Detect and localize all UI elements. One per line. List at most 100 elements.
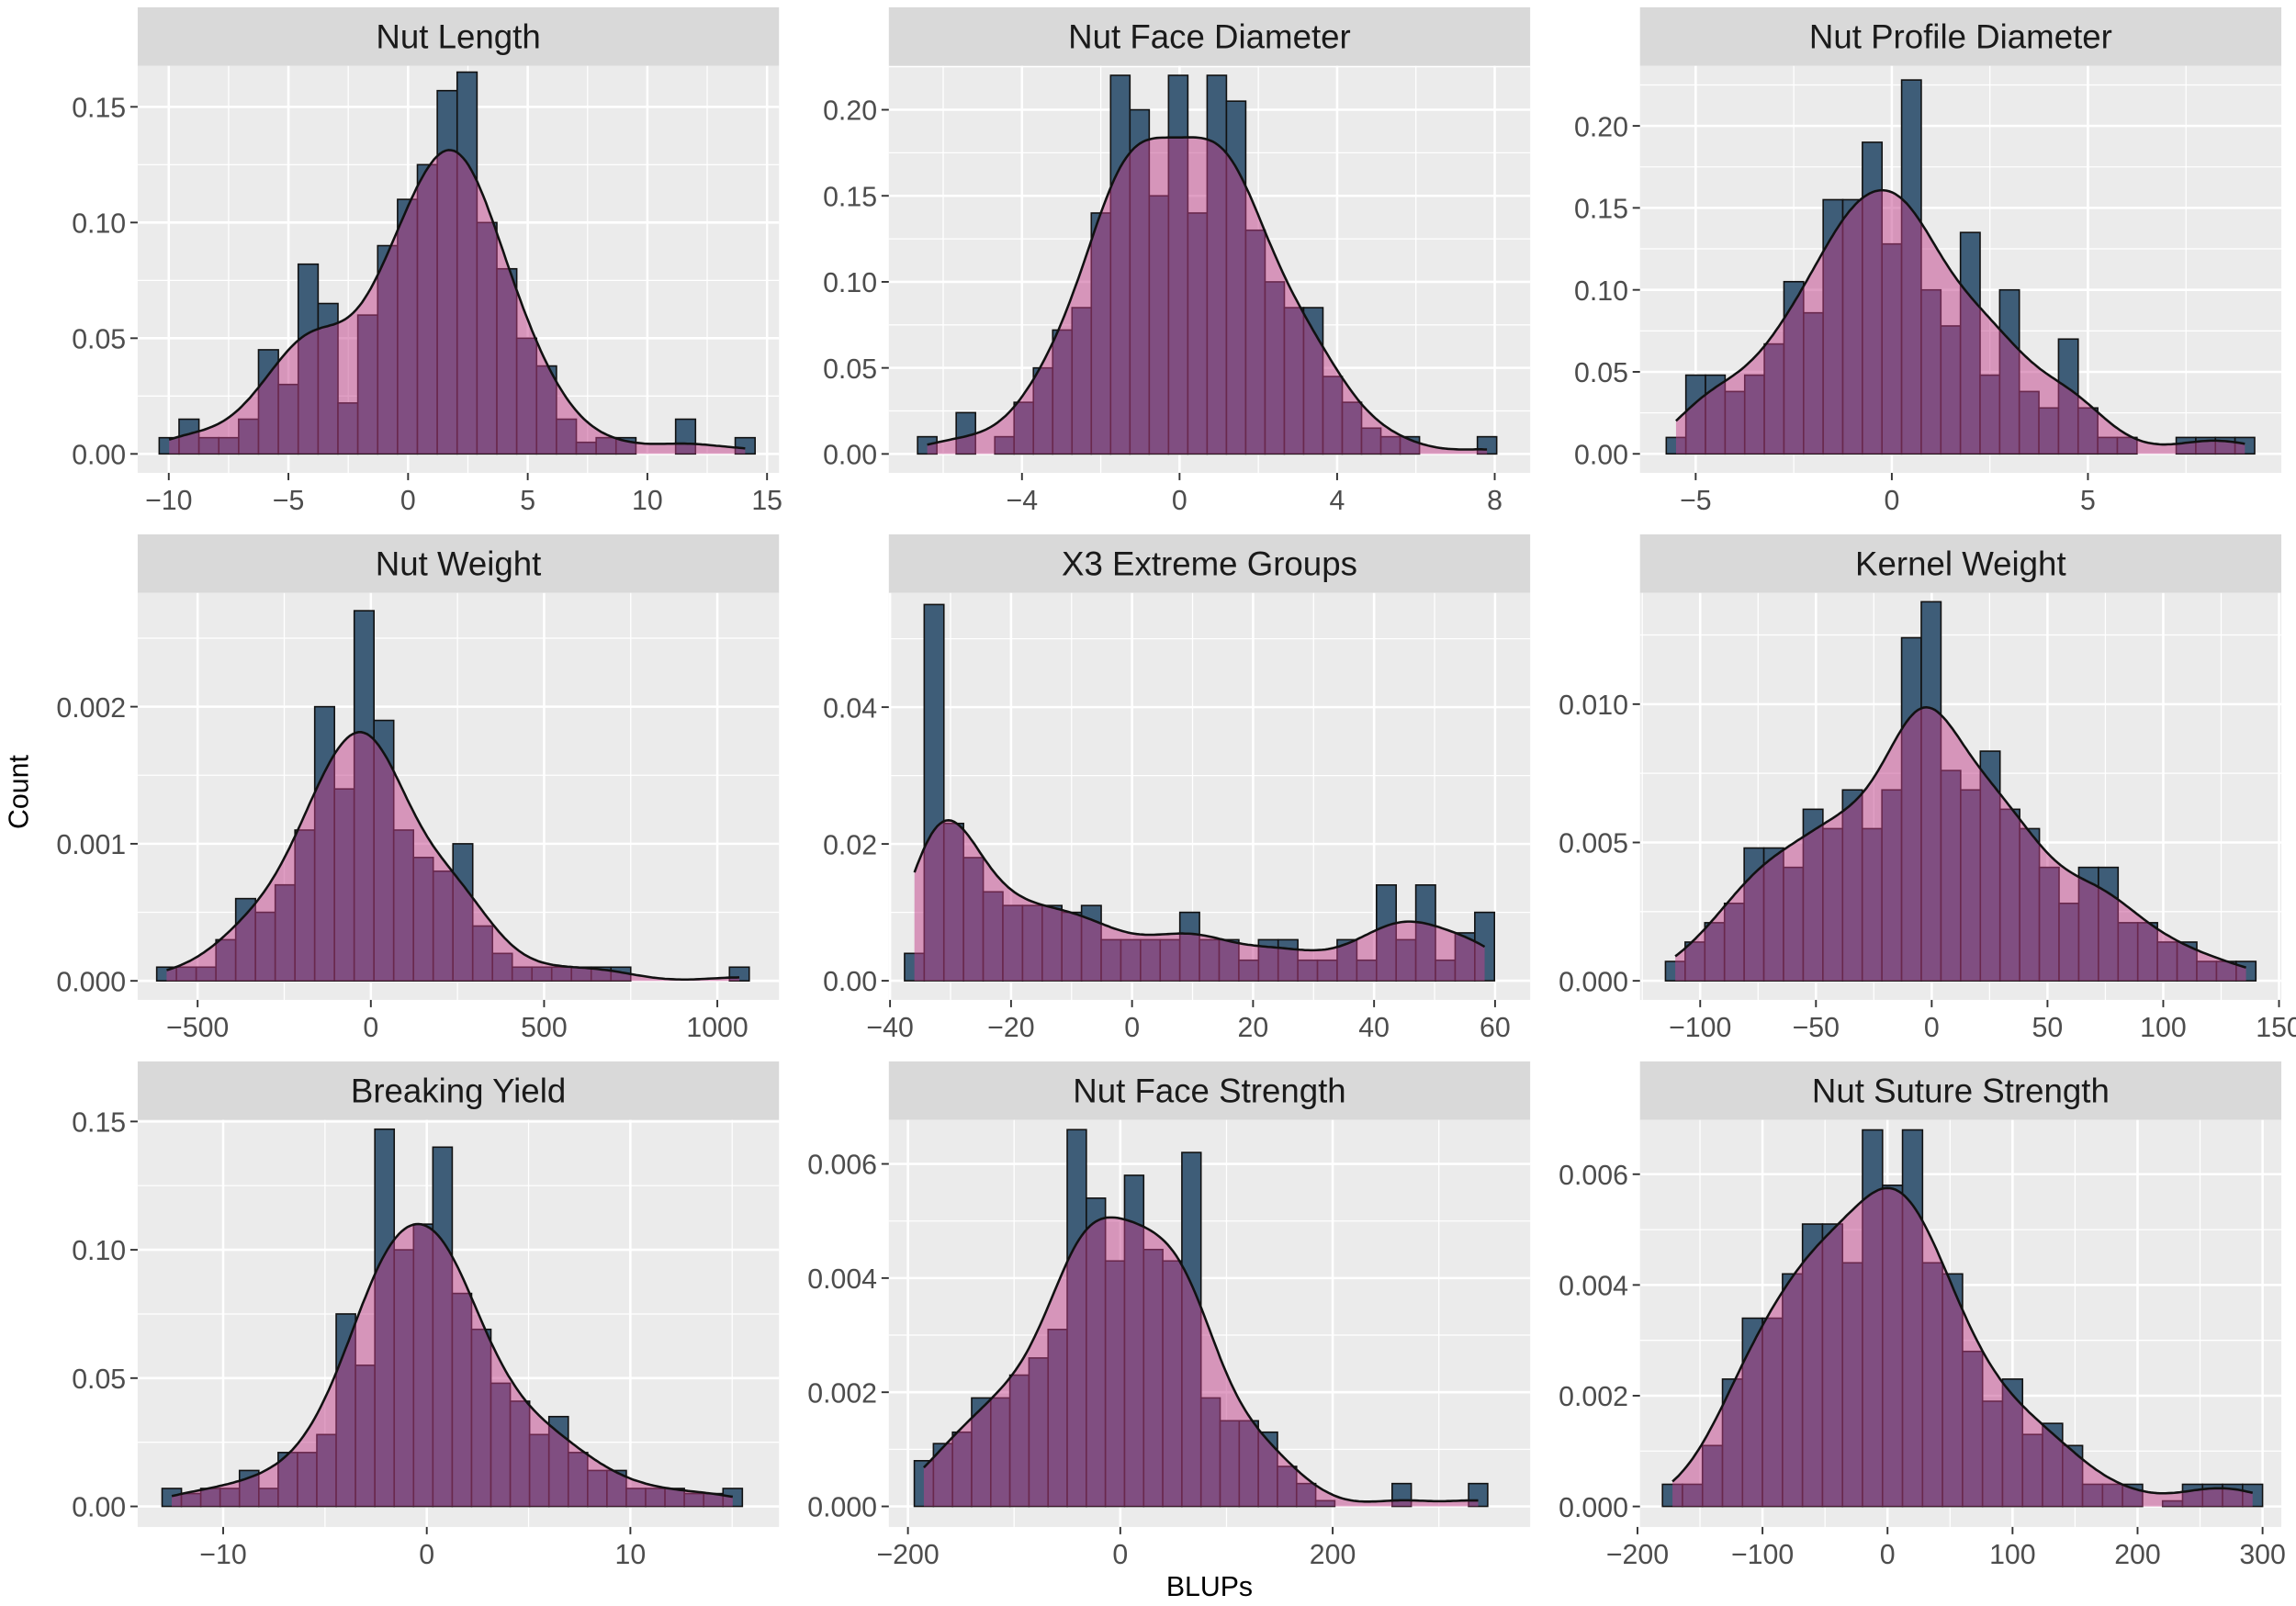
facet-strip: [888, 6, 1531, 66]
x-tick-label: 40: [1358, 1013, 1390, 1043]
x-tick-label: 0: [1112, 1540, 1128, 1570]
facet-kernel-weight: Kernel Weight −100 −50 0 50 100 150 0.000 0.005 0…: [1559, 533, 2296, 1043]
density-curve: [171, 1222, 734, 1499]
facet-title: Kernel Weight: [1855, 545, 2066, 583]
y-tick-label: 0.000: [807, 1493, 877, 1523]
y-tick-label: 0.010: [1559, 691, 1628, 721]
facet-title: Nut Weight: [376, 545, 542, 583]
x-tick-label: 8: [1487, 486, 1503, 516]
density-curve: [1671, 1186, 2254, 1495]
y-tick-label: 0.000: [1559, 1493, 1628, 1523]
density-curve: [1675, 188, 2245, 446]
x-tick-label: 10: [615, 1540, 647, 1570]
facet-strip: [1639, 533, 2282, 593]
y-tick-label: 0.15: [72, 94, 126, 124]
density-area: [914, 820, 1485, 982]
facet-title: Nut Suture Strength: [1812, 1073, 2110, 1110]
y-tick-label: 0.15: [72, 1108, 126, 1139]
facet-strip: [1639, 6, 2282, 66]
y-tick-label: 0.000: [56, 967, 126, 997]
facet-strip: [888, 533, 1531, 593]
x-tick-label: 4: [1330, 486, 1345, 516]
x-tick-label: 0: [1924, 1013, 1940, 1043]
density-area: [923, 1217, 1479, 1507]
y-tick-label: 0.02: [823, 830, 877, 860]
y-tick-label: 0.005: [1559, 829, 1628, 859]
facet-strip: [137, 1061, 780, 1120]
x-tick-label: 0: [363, 1013, 378, 1043]
x-tick-label: 100: [2140, 1013, 2187, 1043]
y-tick-label: 0.004: [1559, 1272, 1628, 1302]
x-tick-label: 0: [1880, 1540, 1896, 1570]
y-tick-label: 0.15: [823, 182, 877, 212]
x-tick-label: 1000: [686, 1013, 748, 1043]
x-tick-label: 200: [2114, 1540, 2161, 1570]
y-tick-label: 0.00: [72, 1493, 126, 1523]
y-tick-label: 0.10: [823, 268, 877, 298]
x-tick-label: 200: [1310, 1540, 1356, 1570]
x-axis-title: BLUPs: [1166, 1572, 1253, 1602]
facet-title: Nut Face Diameter: [1068, 18, 1351, 56]
x-tick-label: −20: [987, 1013, 1034, 1043]
x-tick-label: 500: [521, 1013, 568, 1043]
y-axis-title: Count: [4, 755, 34, 829]
x-tick-label: 0: [419, 1540, 434, 1570]
x-tick-label: 100: [1989, 1540, 2036, 1570]
y-tick-label: 0.20: [823, 96, 877, 127]
x-tick-label: 300: [2239, 1540, 2286, 1570]
facet-strip: [137, 6, 780, 66]
x-tick-label: −40: [866, 1013, 913, 1043]
x-tick-label: −4: [1007, 486, 1039, 516]
y-tick-label: 0.006: [1559, 1161, 1628, 1191]
x-tick-label: 0: [1172, 486, 1187, 516]
y-tick-label: 0.10: [72, 1236, 126, 1266]
density-area: [172, 1224, 733, 1507]
facet-nut-profile-diameter: Nut Profile Diameter −5 0 5 0.00 0.05 0.10 0.15…: [1574, 6, 2282, 516]
facet-nut-suture-strength: Nut Suture Strength −200 −100 0 100 200 300 0.0…: [1559, 1061, 2286, 1570]
x-tick-label: 0: [1124, 1013, 1140, 1043]
y-tick-label: 0.05: [72, 324, 126, 354]
x-tick-label: −10: [199, 1540, 246, 1570]
facet-panels: Nut Length−10 −5 0 5 10 150.000.050.100.15Nut…: [56, 6, 2296, 1570]
x-tick-label: −50: [1793, 1013, 1840, 1043]
x-tick-label: −500: [166, 1013, 229, 1043]
density-area: [169, 150, 746, 455]
facet-strip: [137, 533, 780, 593]
facet-nut-weight: Nut Weight −500 0 500 1000 0.000 0.001 0.002: [56, 533, 780, 1043]
y-tick-label: 0.05: [823, 354, 877, 385]
y-tick-label: 0.04: [823, 693, 877, 724]
y-tick-label: 0.20: [1574, 112, 1628, 142]
y-tick-label: 0.004: [807, 1264, 877, 1295]
x-tick-label: 20: [1238, 1013, 1269, 1043]
density-curve: [923, 1216, 1479, 1503]
facet-title: Nut Length: [376, 18, 540, 56]
x-tick-label: 5: [2080, 486, 2096, 516]
y-tick-label: 0.002: [56, 693, 126, 724]
x-tick-label: −10: [145, 486, 192, 516]
y-tick-label: 0.002: [807, 1378, 877, 1409]
density-curve: [913, 819, 1486, 952]
facet-strip: [888, 1061, 1531, 1120]
facet-nut-face-diameter: Nut Face Diameter −4 0 4 8 0.00 0.05 0.10 0.15 0.…: [823, 6, 1531, 516]
y-tick-label: 0.00: [823, 967, 877, 997]
facet-title: Nut Profile Diameter: [1809, 18, 2112, 56]
x-tick-label: −200: [1606, 1540, 1669, 1570]
density-area: [1675, 190, 2245, 455]
y-tick-label: 0.002: [1559, 1382, 1628, 1412]
y-tick-label: 0.00: [823, 441, 877, 471]
density-curve: [1674, 705, 2246, 969]
x-tick-label: −100: [1669, 1013, 1731, 1043]
y-tick-label: 0.006: [807, 1151, 877, 1181]
x-tick-label: −5: [1680, 486, 1712, 516]
y-tick-label: 0.10: [72, 208, 126, 239]
facet-nut-length: Nut Length −10 −5 0 5 10 15 0.00 0.05 0.10 0.15: [72, 6, 782, 516]
x-tick-label: −5: [273, 486, 305, 516]
facet-title: Nut Face Strength: [1073, 1073, 1345, 1110]
x-tick-label: 10: [632, 486, 663, 516]
y-tick-label: 0.001: [56, 830, 126, 860]
x-tick-label: 50: [2032, 1013, 2064, 1043]
density-curve: [927, 136, 1488, 451]
facet-title: X3 Extreme Groups: [1062, 545, 1357, 583]
y-tick-label: 0.00: [72, 440, 126, 470]
x-tick-label: 0: [1884, 486, 1899, 516]
